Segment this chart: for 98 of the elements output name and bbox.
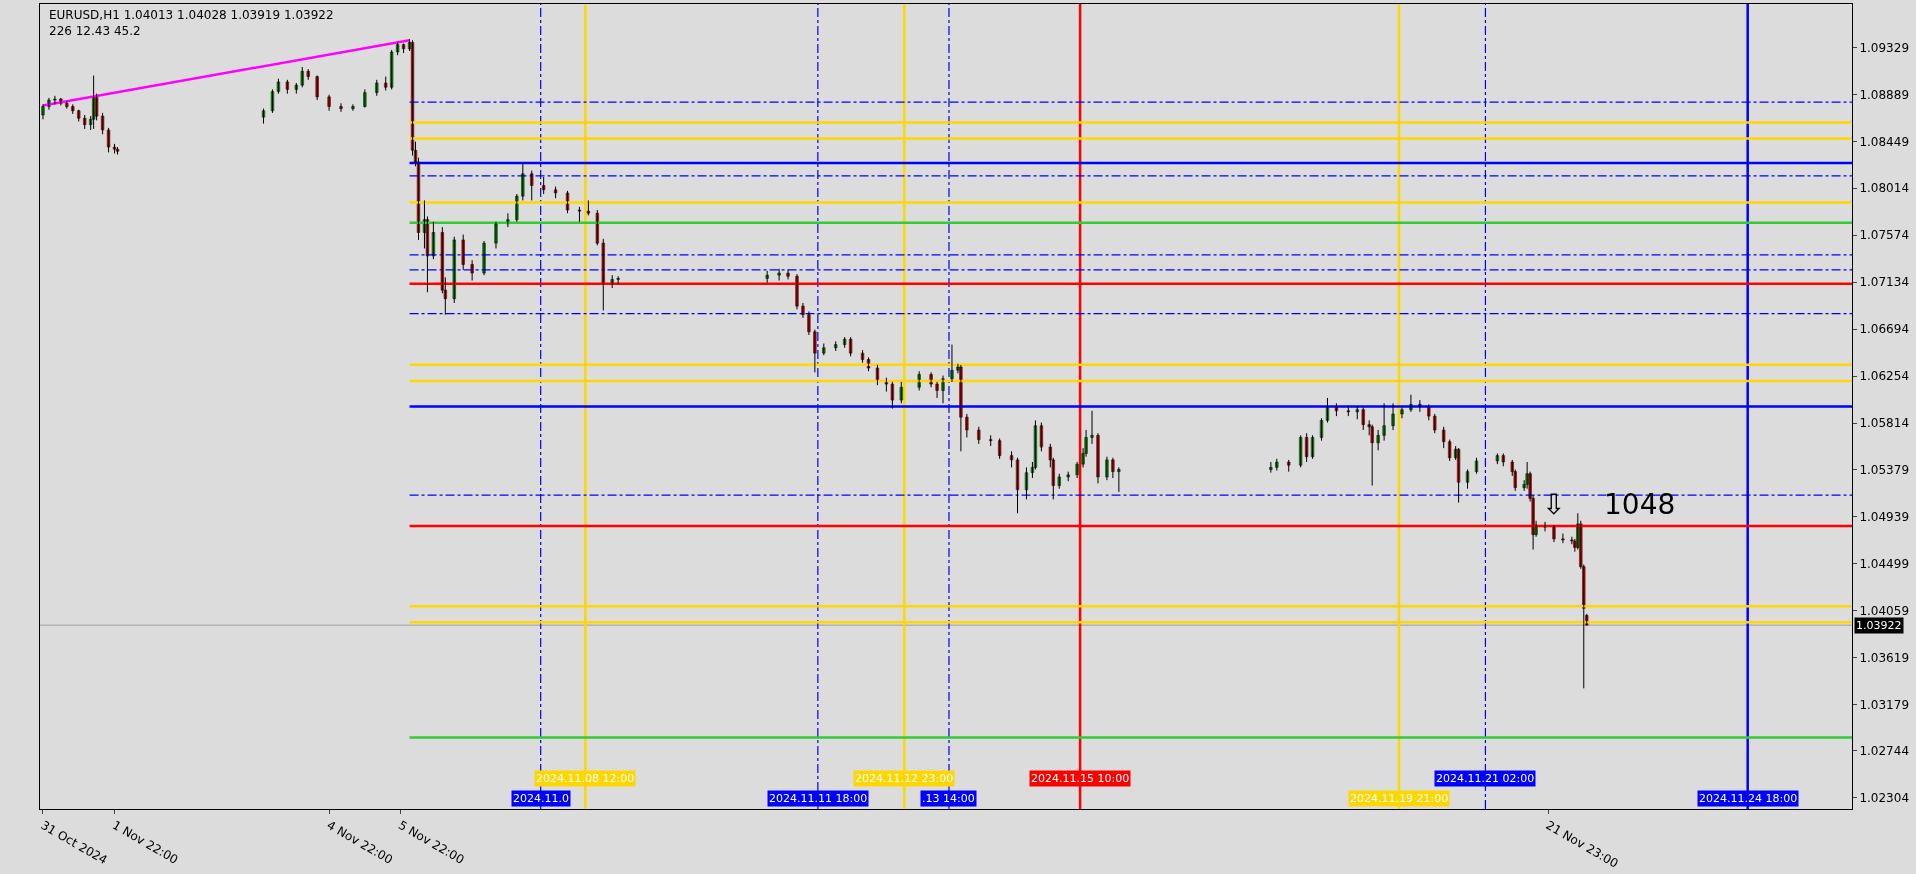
ref-line-label: 2024.11.0 <box>513 792 569 805</box>
candlestick <box>1066 471 1070 482</box>
y-tick-label: 1.02304 <box>1859 791 1910 806</box>
candlestick <box>83 114 87 130</box>
y-tick-label: 1.03619 <box>1859 650 1910 665</box>
y-tick-label: 1.04499 <box>1859 556 1910 571</box>
y-tick-label: 1.05379 <box>1859 462 1910 477</box>
candlestick <box>1057 473 1061 490</box>
candlestick <box>390 49 394 90</box>
candlestick <box>402 43 406 54</box>
candlestick <box>1039 422 1043 452</box>
candlestick <box>261 108 266 125</box>
candlestick <box>276 78 281 95</box>
ref-line-label: 2024.11.15 10:00 <box>1031 772 1130 785</box>
y-tick-label: 1.06254 <box>1859 369 1910 384</box>
candlestick <box>765 270 769 284</box>
candlestick <box>1310 434 1315 460</box>
y-tick-label: 1.08014 <box>1859 181 1910 196</box>
candlestick <box>616 275 620 285</box>
candlestick <box>270 88 275 114</box>
candlestick <box>1457 447 1461 504</box>
ref-line-label: 2024.11.24 18:00 <box>1699 792 1798 805</box>
candlestick <box>384 76 388 91</box>
candlestick <box>1495 452 1499 465</box>
y-tick-label: 1.04059 <box>1859 603 1910 618</box>
candlestick <box>577 206 582 223</box>
y-tick-label: 1.06694 <box>1859 322 1910 337</box>
candlestick <box>849 336 853 357</box>
candlestick <box>521 162 525 201</box>
ref-line-label: 2024.11.12 23:00 <box>855 772 954 785</box>
y-tick-label: 1.08449 <box>1859 135 1910 150</box>
candlestick <box>431 221 435 260</box>
y-tick-label: 1.07574 <box>1859 228 1910 243</box>
chart-title: EURUSD,H1 1.04013 1.04028 1.03919 1.03922 <box>49 8 334 22</box>
y-tick-label: 1.02744 <box>1859 744 1910 759</box>
candlestick <box>294 82 298 95</box>
candlestick <box>306 68 310 81</box>
candlestick <box>1501 452 1505 467</box>
candlestick <box>112 143 117 154</box>
candlestick <box>1361 407 1365 431</box>
candlestick <box>1024 466 1029 500</box>
candlestick <box>890 381 894 410</box>
candlestick <box>834 340 838 352</box>
candlestick <box>822 343 826 356</box>
text: 226 12.43 45.2 <box>49 23 141 38</box>
candlestick <box>586 199 590 216</box>
candlestick <box>1433 413 1437 434</box>
candlestick <box>1287 459 1291 473</box>
annotation: ⇩ <box>1542 488 1566 521</box>
candlestick <box>53 95 57 105</box>
candlestick <box>285 79 289 95</box>
candlestick <box>1015 457 1020 514</box>
candlestick <box>1561 533 1565 544</box>
candlestick <box>1370 424 1374 487</box>
ref-line-label: 2024.11.11 18:00 <box>769 792 868 805</box>
ref-line-label: 2024.11.08 12:00 <box>536 772 635 785</box>
candlestick <box>100 112 105 135</box>
annotation: 1048 <box>1604 488 1676 521</box>
candlestick <box>1305 432 1309 463</box>
candlestick <box>860 349 865 364</box>
candlestick <box>1355 406 1359 420</box>
candlestick <box>777 268 781 282</box>
candlestick <box>998 438 1002 460</box>
candlestick <box>71 103 75 115</box>
ref-line-label: 2024.11.19 21:00 <box>1350 792 1449 805</box>
candlestick <box>843 336 847 349</box>
candlestick <box>989 434 993 447</box>
y-tick-label: 1.08889 <box>1859 88 1910 103</box>
candlestick <box>1465 468 1470 490</box>
y-tick-label: 1.09329 <box>1859 41 1910 56</box>
candlestick <box>1448 439 1452 462</box>
candlestick <box>595 209 599 246</box>
candlestick <box>899 381 903 404</box>
y-tick-label: 1.04939 <box>1859 509 1910 524</box>
y-tick-label: 1.07134 <box>1859 275 1910 290</box>
candlestick <box>77 109 81 122</box>
candlestick <box>1009 450 1014 468</box>
ref-line-label: 1.03922 <box>1856 619 1902 632</box>
candlestick <box>300 66 304 88</box>
candlestick <box>1275 458 1279 472</box>
candlestick <box>1299 434 1303 468</box>
candlestick <box>1442 426 1446 449</box>
candlestick <box>315 75 319 101</box>
candlestick <box>461 234 465 271</box>
y-tick-label: 1.05814 <box>1859 416 1910 431</box>
ref-line-label: .13 14:00 <box>922 792 975 805</box>
candlestick <box>375 79 379 97</box>
candlestick <box>65 100 69 110</box>
candlestick <box>977 426 981 445</box>
candlestick <box>875 364 880 386</box>
candlestick <box>106 127 111 153</box>
candlestick <box>553 186 558 199</box>
candlestick <box>530 170 534 201</box>
candlestick <box>1346 404 1350 417</box>
candlestick <box>396 41 400 56</box>
candlestick <box>542 176 546 195</box>
ref-line-label: 2024.11.21 02:00 <box>1436 772 1535 785</box>
y-tick-label: 1.03179 <box>1859 697 1910 712</box>
